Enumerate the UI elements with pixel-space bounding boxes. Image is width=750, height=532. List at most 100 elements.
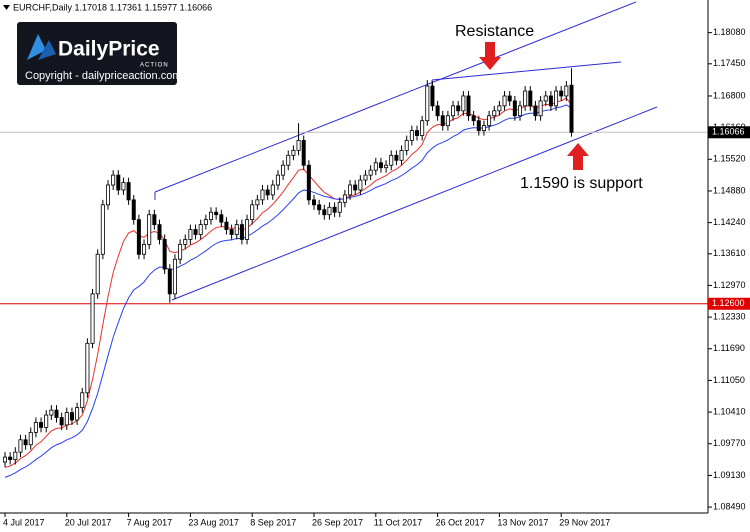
candle-body <box>384 164 389 169</box>
candle-body <box>492 110 497 117</box>
candle-body <box>543 95 548 102</box>
candle-body <box>69 412 74 421</box>
candle-body <box>358 179 363 191</box>
x-tick-label: 23 Aug 2017 <box>188 517 239 527</box>
candle-body <box>157 224 162 240</box>
candle-body <box>172 258 177 295</box>
candle-body <box>430 85 435 107</box>
candle-body <box>368 169 373 176</box>
candle-body <box>178 243 183 260</box>
candle-body <box>167 268 172 295</box>
candle-body <box>44 414 49 428</box>
candle-body <box>85 342 90 394</box>
candle-body <box>337 201 342 213</box>
candle-body <box>28 431 33 446</box>
candle-body <box>487 115 492 127</box>
candle-body <box>440 115 445 127</box>
candle-body <box>456 105 461 112</box>
candle-body <box>275 174 280 186</box>
logo-box <box>17 22 177 85</box>
candle-body <box>281 164 286 176</box>
y-tick-label: 1.14880 <box>713 185 746 195</box>
candle-body <box>533 105 538 117</box>
candle-body <box>538 100 543 117</box>
candle-body <box>64 412 69 426</box>
candle-body <box>425 85 430 122</box>
x-tick-label: 4 Jul 2017 <box>3 517 45 527</box>
y-tick-label: 1.11690 <box>713 343 745 353</box>
candle-body <box>183 239 188 245</box>
price-tag <box>708 126 750 139</box>
y-tick-label: 1.13610 <box>713 248 746 258</box>
candle-body <box>445 115 450 127</box>
y-tick-label: 1.17450 <box>713 58 746 68</box>
candle-body <box>239 224 244 240</box>
candle-body <box>8 456 13 460</box>
candle-body <box>327 206 332 216</box>
candle-body <box>342 194 347 203</box>
candle-body <box>39 422 44 428</box>
y-tick-label: 1.11050 <box>713 375 745 385</box>
x-tick-label: 26 Sep 2017 <box>312 517 363 527</box>
candle-body <box>378 162 383 169</box>
logo-brand: DailyPrice <box>58 38 160 61</box>
candle-body <box>497 105 502 112</box>
x-tick-label: 7 Aug 2017 <box>127 517 173 527</box>
candle-body <box>507 95 512 102</box>
candle-body <box>152 214 157 225</box>
candle-body <box>121 182 126 191</box>
candle-body <box>90 293 95 344</box>
candle-body <box>481 125 486 131</box>
resistance-line <box>431 61 622 81</box>
candle-body <box>523 90 528 107</box>
y-tick-label: 1.12330 <box>713 311 746 321</box>
arrow-down <box>479 42 501 70</box>
candle-body <box>420 120 425 136</box>
candle-body <box>296 140 301 151</box>
candle-body <box>435 105 440 117</box>
candle-body <box>306 164 311 201</box>
candle-body <box>198 224 203 235</box>
candle-body <box>564 85 569 97</box>
candle-body <box>518 105 523 117</box>
candle-body <box>409 130 414 141</box>
y-tick-label: 1.10410 <box>713 406 746 416</box>
price-tag-label: 1.16066 <box>712 127 745 137</box>
x-tick-label: 8 Sep 2017 <box>250 517 296 527</box>
candle-body <box>270 184 275 196</box>
y-tick-label: 1.12970 <box>713 280 746 290</box>
candle-body <box>136 219 141 255</box>
logo-copyright: Copyright - dailypriceaction.com <box>25 70 182 82</box>
candle-body <box>250 204 255 221</box>
x-tick-label: 29 Nov 2017 <box>559 517 610 527</box>
x-tick-label: 13 Nov 2017 <box>497 517 548 527</box>
candle-body <box>100 204 105 255</box>
chart-title: EURCHF,Daily 1.17018 1.17361 1.15977 1.1… <box>13 2 212 12</box>
channel-lower <box>171 106 658 301</box>
candle-body <box>311 199 316 206</box>
candle-body <box>260 189 265 201</box>
annotation: Resistance <box>455 23 534 40</box>
candle-body <box>214 211 219 216</box>
candle-body <box>75 407 80 421</box>
candle-body <box>219 214 224 223</box>
candle-body <box>106 184 111 206</box>
candle-body <box>147 214 152 245</box>
price-tag-label: 1.12600 <box>712 298 745 308</box>
candle-body <box>111 174 116 186</box>
candle-body <box>234 224 239 235</box>
y-tick-label: 1.16800 <box>713 90 746 100</box>
candle-body <box>131 199 136 221</box>
candle-body <box>363 174 368 181</box>
candle-body <box>502 95 507 107</box>
candle-body <box>451 105 456 117</box>
candle-body <box>554 90 559 107</box>
candle-body <box>559 90 564 97</box>
candle-body <box>3 456 8 463</box>
x-tick-label: 11 Oct 2017 <box>374 517 422 527</box>
x-tick-label: 20 Jul 2017 <box>65 517 112 527</box>
arrow-up <box>567 143 589 170</box>
candle-body <box>301 140 306 166</box>
